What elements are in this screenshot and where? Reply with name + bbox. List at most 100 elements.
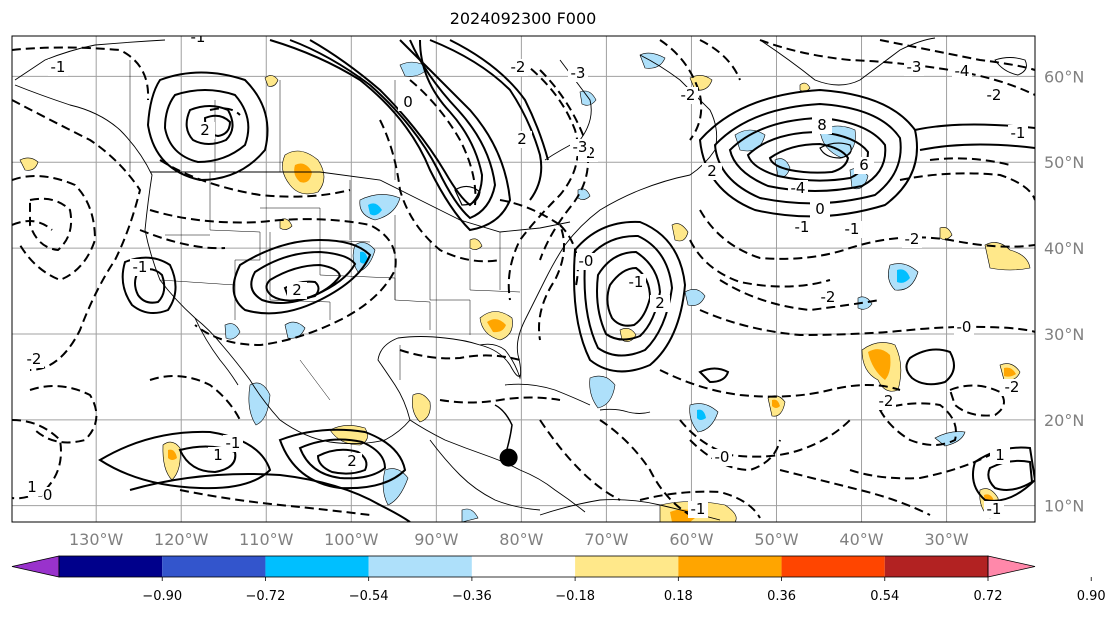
longitude-label: 70°W bbox=[584, 530, 628, 549]
colorbar-tick-label: 0.18 bbox=[664, 589, 693, 604]
svg-text:1: 1 bbox=[27, 478, 37, 496]
svg-text:-2: -2 bbox=[905, 230, 920, 248]
contour-label: -2 bbox=[508, 58, 528, 76]
contour-label: 2 bbox=[702, 162, 722, 180]
longitude-label: 50°W bbox=[754, 530, 798, 549]
contour-label: -0 bbox=[576, 252, 596, 270]
svg-text:-2: -2 bbox=[879, 392, 894, 410]
svg-text:-1: -1 bbox=[629, 273, 644, 291]
svg-text:-1: -1 bbox=[845, 220, 860, 238]
colorbar-tick-label: 0.36 bbox=[767, 589, 796, 604]
colorbar-segment bbox=[884, 556, 988, 577]
latitude-label: 10°N bbox=[1044, 497, 1084, 516]
contour-label: -1 bbox=[188, 28, 208, 46]
colorbar-tick-label: −0.90 bbox=[142, 589, 182, 604]
contour-label: -2 bbox=[24, 350, 44, 368]
svg-text:-2: -2 bbox=[821, 288, 836, 306]
colorbar-outline bbox=[58, 555, 989, 578]
colorbar-extend-high bbox=[987, 555, 1036, 578]
colorbar-segment bbox=[59, 556, 163, 577]
contour-label: -4 bbox=[952, 62, 972, 80]
colorbar-segment bbox=[575, 556, 679, 577]
colorbar-tick-label: 0.72 bbox=[974, 589, 1003, 604]
latitude-labels: 60°N 50°N 40°N 30°N 20°N 10°N bbox=[1044, 67, 1084, 515]
svg-text:-0: -0 bbox=[715, 448, 730, 466]
svg-text:-2: -2 bbox=[27, 350, 42, 368]
colorbar-segment bbox=[162, 556, 266, 577]
svg-text:-3: -3 bbox=[907, 58, 922, 76]
svg-text:-4: -4 bbox=[791, 179, 806, 197]
longitude-label: 120°W bbox=[154, 530, 209, 549]
map-area bbox=[12, 36, 1035, 522]
contour-lines bbox=[12, 39, 1035, 522]
svg-text:-2: -2 bbox=[681, 86, 696, 104]
colorbar-segment bbox=[678, 556, 782, 577]
svg-text:-1: -1 bbox=[191, 28, 206, 46]
svg-text:-3: -3 bbox=[571, 64, 586, 82]
svg-text:-1: -1 bbox=[1011, 124, 1026, 142]
colorbar-extend-low bbox=[11, 555, 60, 578]
colorbar-tick-label: 0.54 bbox=[870, 589, 899, 604]
longitude-label: 40°W bbox=[839, 530, 883, 549]
contour-label: 2 bbox=[287, 281, 307, 299]
contour-labels: -1-1-1-02220286-4-3-2-22-2-121-1-1-4-3-2… bbox=[22, 28, 1028, 518]
colorbar-tick-label: −0.54 bbox=[349, 589, 389, 604]
svg-text:1: 1 bbox=[213, 446, 223, 464]
svg-text:-0: -0 bbox=[579, 252, 594, 270]
svg-text:1: 1 bbox=[995, 446, 1005, 464]
svg-text:-0: -0 bbox=[957, 318, 972, 336]
contour-label: 1 bbox=[22, 478, 42, 496]
svg-text:-1: -1 bbox=[226, 434, 241, 452]
contour-label: 6 bbox=[854, 156, 874, 174]
contour-label: -1 bbox=[688, 500, 708, 518]
colorbar-tick-label: −0.36 bbox=[452, 589, 492, 604]
svg-text:2: 2 bbox=[292, 281, 302, 299]
svg-text:2: 2 bbox=[517, 130, 527, 148]
svg-text:2: 2 bbox=[200, 121, 210, 139]
svg-text:2: 2 bbox=[347, 452, 357, 470]
svg-text:8: 8 bbox=[817, 116, 827, 134]
longitude-label: 130°W bbox=[69, 530, 124, 549]
svg-text:-2: -2 bbox=[987, 86, 1002, 104]
latitude-label: 40°N bbox=[1044, 239, 1084, 258]
contour-label: -1 bbox=[792, 218, 812, 236]
contour-label: -2 bbox=[902, 230, 922, 248]
svg-text:-1: -1 bbox=[795, 218, 810, 236]
colorbar-tick-labels: −0.90 −0.72 −0.54 −0.36 −0.18 0.18 0.36 0.54 0.7… bbox=[142, 577, 1105, 604]
contour-label: 2 bbox=[342, 452, 362, 470]
colorbar-tick-label: 0.90 bbox=[1077, 589, 1105, 604]
contour-label: -2 bbox=[984, 86, 1004, 104]
svg-text:-1: -1 bbox=[987, 500, 1002, 518]
storm-position-marker bbox=[499, 448, 518, 467]
contour-label: -3 bbox=[570, 138, 590, 156]
svg-text:-1: -1 bbox=[133, 258, 148, 276]
svg-text:-1: -1 bbox=[51, 58, 66, 76]
contour-label: -2 bbox=[1002, 378, 1022, 396]
longitude-labels: 130°W 120°W 110°W 100°W 90°W 80°W 70°W 60°W 50°W… bbox=[69, 530, 969, 549]
svg-text:-2: -2 bbox=[511, 58, 526, 76]
svg-text:-4: -4 bbox=[955, 62, 970, 80]
svg-text:-3: -3 bbox=[573, 138, 588, 156]
contour-label: 0 bbox=[398, 93, 418, 111]
svg-text:2: 2 bbox=[655, 294, 665, 312]
map-frame bbox=[11, 35, 1036, 523]
longitude-label: 60°W bbox=[669, 530, 713, 549]
contour-label: -0 bbox=[954, 318, 974, 336]
svg-text:-2: -2 bbox=[1005, 378, 1020, 396]
contour-label: 2 bbox=[512, 130, 532, 148]
contour-label: -1 bbox=[130, 258, 150, 276]
longitude-label: 30°W bbox=[924, 530, 968, 549]
contour-label: 2 bbox=[195, 121, 215, 139]
colorbar-segment bbox=[471, 556, 576, 577]
contour-label: -2 bbox=[818, 288, 838, 306]
contour-label: 2 bbox=[650, 294, 670, 312]
svg-text:2: 2 bbox=[707, 162, 717, 180]
contour-label: -3 bbox=[568, 64, 588, 82]
colorbar-segment bbox=[265, 556, 369, 577]
contour-label: 8 bbox=[812, 116, 832, 134]
contour-label: -0 bbox=[712, 448, 732, 466]
longitude-label: 100°W bbox=[324, 530, 379, 549]
colorbar-segment bbox=[368, 556, 472, 577]
contour-label: -1 bbox=[842, 220, 862, 238]
